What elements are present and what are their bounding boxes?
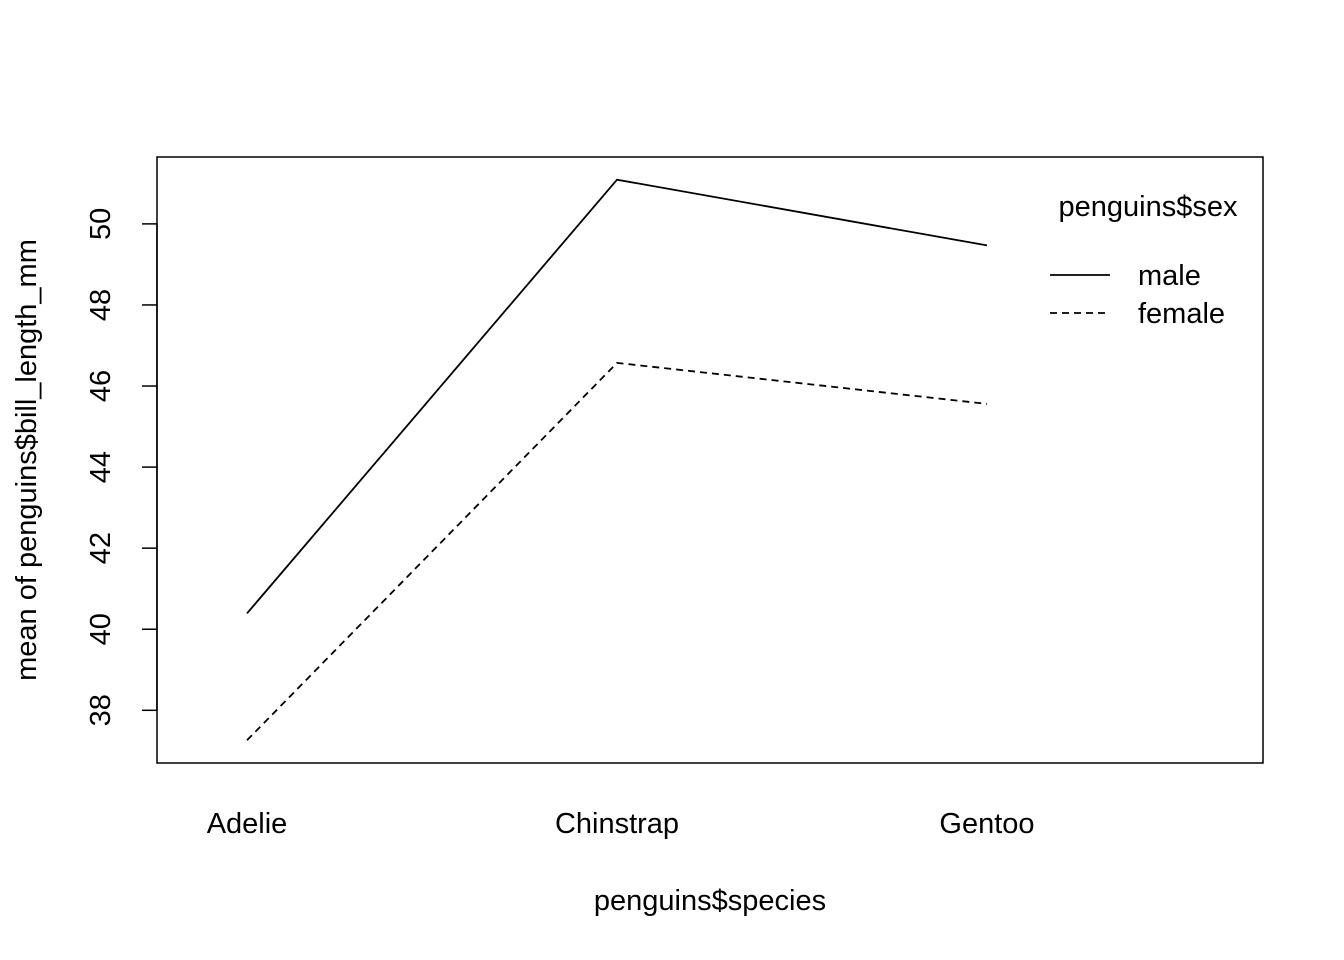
y-tick-label: 48 [85,289,117,321]
series-line-male [246,178,988,614]
legend-label-female: female [1138,298,1225,330]
series-line-female [246,361,988,741]
x-tick-label: Chinstrap [555,808,679,840]
y-axis-label: mean of penguins$bill_length_mm [11,239,43,681]
legend-title: penguins$sex [1059,191,1238,223]
y-tick-label: 38 [85,694,117,726]
y-tick-label: 44 [85,451,117,483]
y-tick-label: 46 [85,370,117,402]
legend: penguins$sex male female [1050,191,1238,330]
x-axis-label: penguins$species [594,885,826,917]
y-tick-label: 42 [85,532,117,564]
x-tick-label: Gentoo [939,808,1034,840]
y-axis: 38 40 42 44 46 48 50 [85,208,158,726]
x-tick-label: Adelie [207,808,288,840]
y-tick-label: 50 [85,208,117,240]
legend-label-male: male [1138,260,1201,292]
y-tick-label: 40 [85,613,117,645]
plot-frame [156,156,1264,764]
x-axis: Adelie Chinstrap Gentoo [207,808,1035,840]
series-layer [246,178,988,741]
